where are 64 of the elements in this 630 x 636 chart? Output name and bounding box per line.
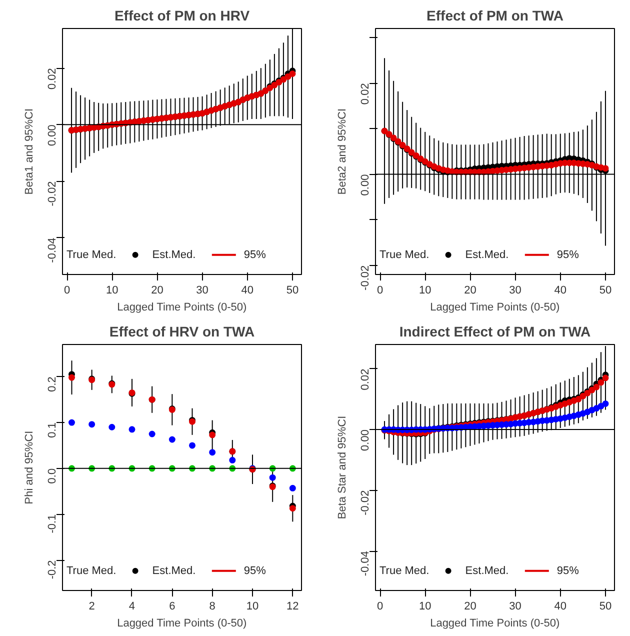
annotation: 95%: [244, 564, 266, 577]
y-tick-label: -0.04: [46, 238, 58, 263]
y-axis-title: Beta Star and 95%CI: [336, 416, 348, 520]
legend-label: True Med.: [66, 248, 116, 261]
y-axis-title: Phi and 95%CI: [24, 430, 36, 504]
y-tick-label: 0.02: [46, 68, 58, 90]
x-axis-title: Lagged Time Points (0-50): [117, 302, 247, 314]
x-tick-label: 10: [418, 284, 432, 296]
x-tick-label: 20: [464, 284, 476, 296]
x-tick-label: 8: [209, 600, 216, 612]
x-tick-label: 10: [106, 284, 118, 296]
x-tick-label: 6: [169, 600, 176, 612]
x-tick-label: 30: [509, 600, 522, 612]
annotation: 95%: [244, 248, 266, 261]
chart-title: Effect of HRV on TWA: [109, 324, 255, 340]
y-tick-label: 0.2: [46, 376, 58, 392]
x-axis-title: Lagged Time Points (0-50): [430, 302, 560, 314]
legend-label: Est.Med.: [465, 248, 509, 261]
y-axis-title: Beta2 and 95%CI: [336, 108, 348, 195]
y-tick-label: -0.2: [46, 560, 58, 580]
y-tick-label: -0.02: [360, 265, 372, 290]
y-tick-label: 0.00: [360, 174, 372, 196]
chart-title: Indirect Effect of PM on TWA: [399, 324, 591, 340]
x-tick-label: 0: [376, 600, 384, 612]
y-tick-label: 0.0: [46, 468, 58, 484]
x-axis-title: Lagged Time Points (0-50): [117, 618, 247, 630]
x-tick-label: 20: [151, 284, 164, 296]
legend-label: True Med.: [380, 248, 430, 261]
y-tick-label: -0.02: [360, 490, 372, 516]
x-tick-label: 50: [286, 284, 299, 296]
legend-label: Est.Med.: [152, 248, 196, 261]
legend-label: Est.Med.: [465, 564, 509, 577]
x-tick-label: 50: [599, 284, 612, 296]
y-axis-title: Beta1 and 95%CI: [24, 108, 36, 195]
legend-label: True Med.: [380, 564, 430, 577]
y-tick-label: 0.02: [360, 83, 372, 105]
legend-label: True Med.: [66, 564, 116, 577]
x-tick-label: 40: [554, 600, 567, 612]
x-tick-label: 2: [88, 600, 95, 612]
annotation: 95%: [556, 564, 580, 577]
x-tick-label: 10: [246, 600, 259, 612]
x-tick-label: 30: [196, 284, 208, 296]
x-tick-label: 30: [509, 284, 522, 296]
x-tick-label: 0: [376, 284, 384, 296]
chart-title: Effect of PM on TWA: [426, 8, 564, 24]
x-tick-label: 0: [64, 284, 70, 296]
y-tick-label: -0.04: [360, 551, 372, 576]
x-tick-label: 50: [599, 600, 612, 612]
x-tick-label: 20: [464, 600, 476, 612]
x-tick-label: 40: [241, 284, 254, 296]
chart-title: Effect of PM on HRV: [114, 8, 250, 24]
y-tick-label: 0.00: [46, 124, 58, 146]
x-axis-title: Lagged Time Points (0-50): [430, 618, 560, 630]
y-tick-label: 0.1: [46, 422, 58, 438]
x-tick-label: 12: [286, 600, 299, 612]
y-tick-label: -0.1: [46, 514, 58, 534]
x-tick-label: 10: [418, 600, 432, 612]
y-tick-label: 0.02: [360, 368, 372, 390]
x-tick-label: 40: [554, 284, 567, 296]
legend-label: Est.Med.: [152, 564, 196, 577]
y-tick-label: -0.02: [46, 181, 58, 206]
annotation: 95%: [556, 248, 580, 261]
y-tick-label: 0.00: [360, 430, 372, 451]
x-tick-label: 4: [128, 600, 136, 612]
